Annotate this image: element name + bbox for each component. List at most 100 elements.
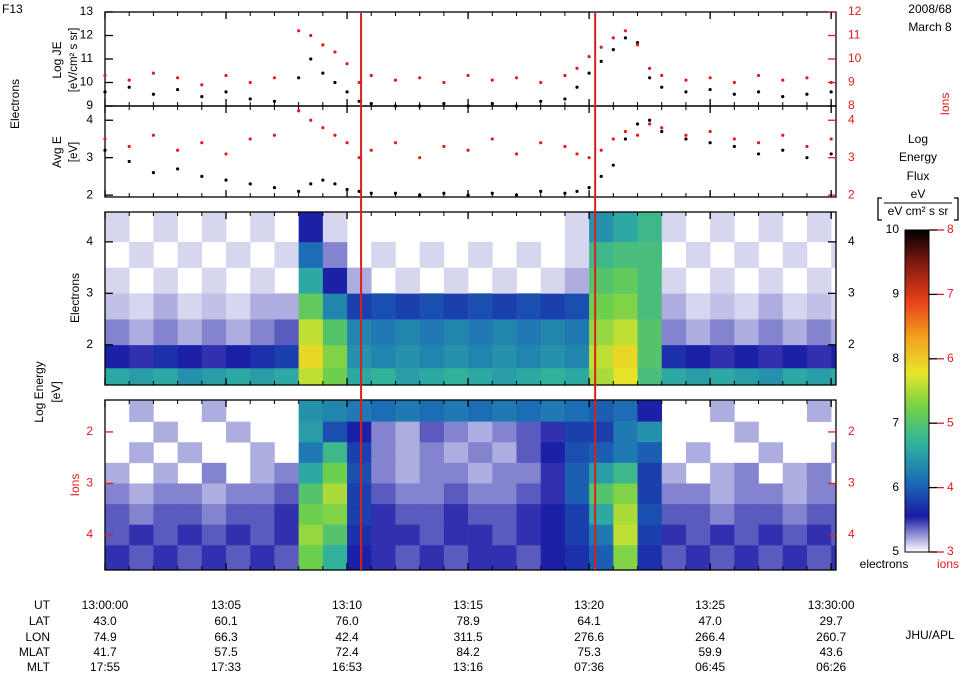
y2-tick-label: 12 (848, 4, 862, 18)
heatmap-cell (685, 504, 711, 525)
data-point (563, 73, 567, 78)
heatmap-cell (371, 368, 396, 386)
heatmap-cell (685, 241, 711, 268)
heatmap-cell (395, 319, 420, 346)
heatmap-cell (516, 293, 541, 320)
y2-tick-label: 4 (848, 234, 855, 248)
heatmap-cell (468, 319, 493, 346)
data-point (442, 80, 446, 85)
colorbar-tick-label: 7 (947, 287, 954, 301)
data-point (297, 76, 301, 80)
panel-frame (104, 399, 837, 571)
heatmap-cell (710, 483, 735, 505)
data-point (176, 167, 180, 171)
ephemeris-value: 13:15 (453, 598, 483, 612)
heatmap-cell (589, 400, 614, 422)
heatmap-cell (129, 344, 154, 369)
heatmap-cell (226, 524, 251, 546)
ephemeris-label: MLT (27, 660, 51, 674)
heatmap-cell (540, 524, 566, 546)
heatmap-cell (637, 421, 663, 443)
heatmap-cell (758, 344, 784, 369)
y2-tick-label: 3 (848, 150, 855, 164)
heatmap-cell (734, 241, 759, 268)
heatmap-cell (177, 442, 203, 464)
data-point (272, 99, 277, 103)
heatmap-cell (516, 400, 541, 422)
heatmap-cell (443, 400, 469, 422)
heatmap-cell (734, 462, 759, 484)
data-point (418, 76, 422, 80)
data-point (200, 83, 204, 87)
heatmap-cell (831, 241, 837, 268)
heatmap-cell (710, 400, 735, 422)
colorbar-label: ions (937, 557, 959, 571)
heatmap-cell (105, 462, 130, 484)
heatmap-cell (637, 368, 663, 386)
heatmap-cell (298, 400, 324, 422)
data-point (466, 73, 470, 78)
heatmap-cell (661, 524, 687, 546)
heatmap-cell (201, 212, 227, 243)
heatmap-cell (782, 368, 808, 386)
heatmap-cell (516, 545, 541, 571)
colorbar-tick-label: 10 (886, 222, 900, 236)
ephemeris-value: 43.6 (819, 645, 843, 659)
heatmap-cell (419, 241, 445, 268)
heatmap-cell (758, 483, 784, 505)
data-point (151, 92, 156, 96)
y-tick-label: 11 (81, 51, 94, 65)
data-point (708, 87, 712, 92)
data-point (756, 152, 761, 156)
data-point (611, 163, 615, 167)
heatmap-cell (564, 421, 590, 443)
y-tick-label: 4 (86, 112, 93, 126)
data-point (127, 144, 131, 149)
ephemeris-value: 60.1 (214, 614, 238, 628)
colorbar-tick-label: 4 (947, 480, 954, 494)
heatmap-cell (540, 483, 566, 505)
data-point (418, 104, 422, 108)
data-point (805, 92, 809, 96)
heatmap-cell (806, 212, 832, 243)
heatmap-cell (250, 319, 275, 346)
ephemeris-value: 07:36 (574, 660, 604, 674)
heatmap-cell (782, 319, 808, 346)
heatmap-cell (540, 504, 566, 525)
heatmap-cell (516, 344, 541, 369)
heatmap-cell (831, 442, 837, 464)
data-point (648, 66, 652, 70)
heatmap-cell (443, 368, 469, 386)
heatmap-cell (661, 344, 687, 369)
data-point (103, 137, 107, 141)
heatmap-cell (371, 241, 396, 268)
data-point (781, 95, 785, 99)
data-point (393, 141, 398, 145)
heatmap-cell (419, 483, 445, 505)
heatmap-cell (201, 483, 227, 505)
y2-tick-label: 2 (848, 187, 855, 201)
heatmap-cell (589, 267, 614, 294)
heatmap-cell (443, 462, 469, 484)
heatmap-cell (177, 368, 203, 386)
heatmap-cell (831, 545, 837, 571)
heatmap-cell (443, 344, 469, 369)
heatmap-cell (105, 267, 130, 294)
heatmap-cell (105, 368, 130, 386)
heatmap-cell (685, 524, 711, 546)
y-tick-label: 3 (86, 476, 93, 490)
heatmap-cell (661, 545, 687, 571)
colorbar-tick-label: 6 (892, 480, 899, 494)
heatmap-cell (298, 504, 324, 525)
heatmap-cell (831, 504, 837, 525)
heatmap-cell (613, 504, 638, 525)
side-label-electrons: Electrons (8, 79, 22, 129)
heatmap-cell (782, 241, 808, 268)
heatmap-cell (661, 267, 687, 294)
data-point (248, 182, 252, 186)
heatmap-cell (637, 545, 663, 571)
heatmap-cell (806, 524, 832, 546)
heatmap-cell (129, 368, 154, 386)
data-point (805, 76, 809, 80)
heatmap-cell (395, 442, 420, 464)
